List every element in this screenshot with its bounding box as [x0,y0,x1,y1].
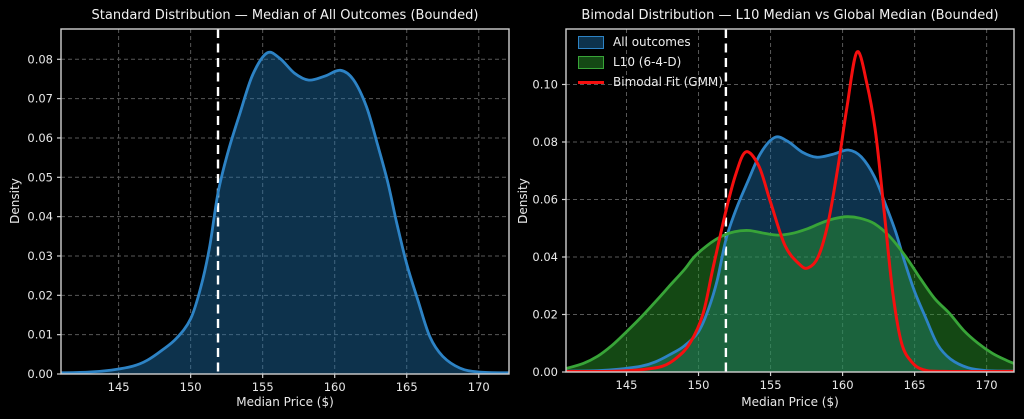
legend: All outcomes L10 (6-4-D) Bimodal Fit (GM… [578,35,723,89]
left-plot-yaxis-label: Density [8,178,22,224]
right-plot-title: Bimodal Distribution — L10 Median vs Glo… [581,8,999,23]
y-tick-label: 0.04 [532,250,558,264]
x-tick-label: 165 [904,378,926,392]
x-tick-label: 155 [252,380,274,394]
curve-bimodal-fit-gmm- [566,50,1014,372]
x-tick-label: 150 [688,378,710,392]
y-tick-label: 0.02 [27,288,53,302]
right-plot-xaxis-label: Median Price ($) [741,395,839,409]
curve-l10-6-4-d- [566,215,1014,370]
x-tick-label: 160 [324,380,346,394]
x-tick-label: 165 [396,380,418,394]
area-all-outcomes [61,52,509,374]
l10-swatch [578,55,604,69]
y-tick-label: 0.00 [532,365,558,379]
y-tick-label: 0.08 [532,135,558,149]
area-l10-6-4-d- [566,216,1014,372]
legend-item-all-outcomes: All outcomes [578,35,723,49]
left-plot-xaxis-label: Median Price ($) [236,395,334,409]
curve-all-outcomes [61,50,509,374]
y-tick-label: 0.10 [532,77,558,91]
ticks: 145 150 155 160 165 170 0.00 0.02 0.04 0.06 0.08 0.… [532,77,997,392]
x-tick-label: 170 [468,380,490,394]
legend-label-all-outcomes: All outcomes [613,35,691,49]
legend-item-bimodal-fit: Bimodal Fit (GMM) [578,75,723,89]
y-tick-label: 0.08 [27,52,53,66]
right-plot-yaxis-label: Density [516,178,530,224]
legend-label-bimodal-fit: Bimodal Fit (GMM) [613,75,723,89]
axes-spines [60,28,510,375]
x-tick-label: 170 [976,378,998,392]
left-plot-axes: 145 150 155 160 165 170 0.00 0.01 0.02 0.03 0.04 0.… [27,28,510,394]
right-plot-axes: 145 150 155 160 165 170 0.00 0.02 0.04 0.06 0.08 0.… [532,28,1015,392]
legend-item-l10: L10 (6-4-D) [578,55,723,69]
y-tick-label: 0.00 [27,367,53,381]
x-tick-label: 160 [832,378,854,392]
x-tick-label: 145 [108,380,130,394]
all-outcomes-swatch [578,35,604,49]
bimodal-fit-line-swatch [578,80,604,84]
curve-all-outcomes [566,135,1014,372]
x-tick-label: 150 [180,380,202,394]
axes-spines [565,28,1015,373]
x-tick-label: 155 [760,378,782,392]
y-tick-label: 0.04 [27,210,53,224]
series-group [566,29,1014,372]
y-tick-label: 0.05 [27,170,53,184]
y-tick-label: 0.06 [27,131,53,145]
legend-label-l10: L10 (6-4-D) [613,55,682,69]
series-group [61,29,509,374]
y-tick-label: 0.03 [27,249,53,263]
x-tick-label: 145 [616,378,638,392]
y-tick-label: 0.02 [532,307,558,321]
y-tick-label: 0.01 [27,328,53,342]
ticks: 145 150 155 160 165 170 0.00 0.01 0.02 0.03 0.04 0.… [27,52,489,394]
left-plot-title: Standard Distribution — Median of All Ou… [91,8,479,23]
y-tick-label: 0.07 [27,92,53,106]
y-tick-label: 0.06 [532,192,558,206]
